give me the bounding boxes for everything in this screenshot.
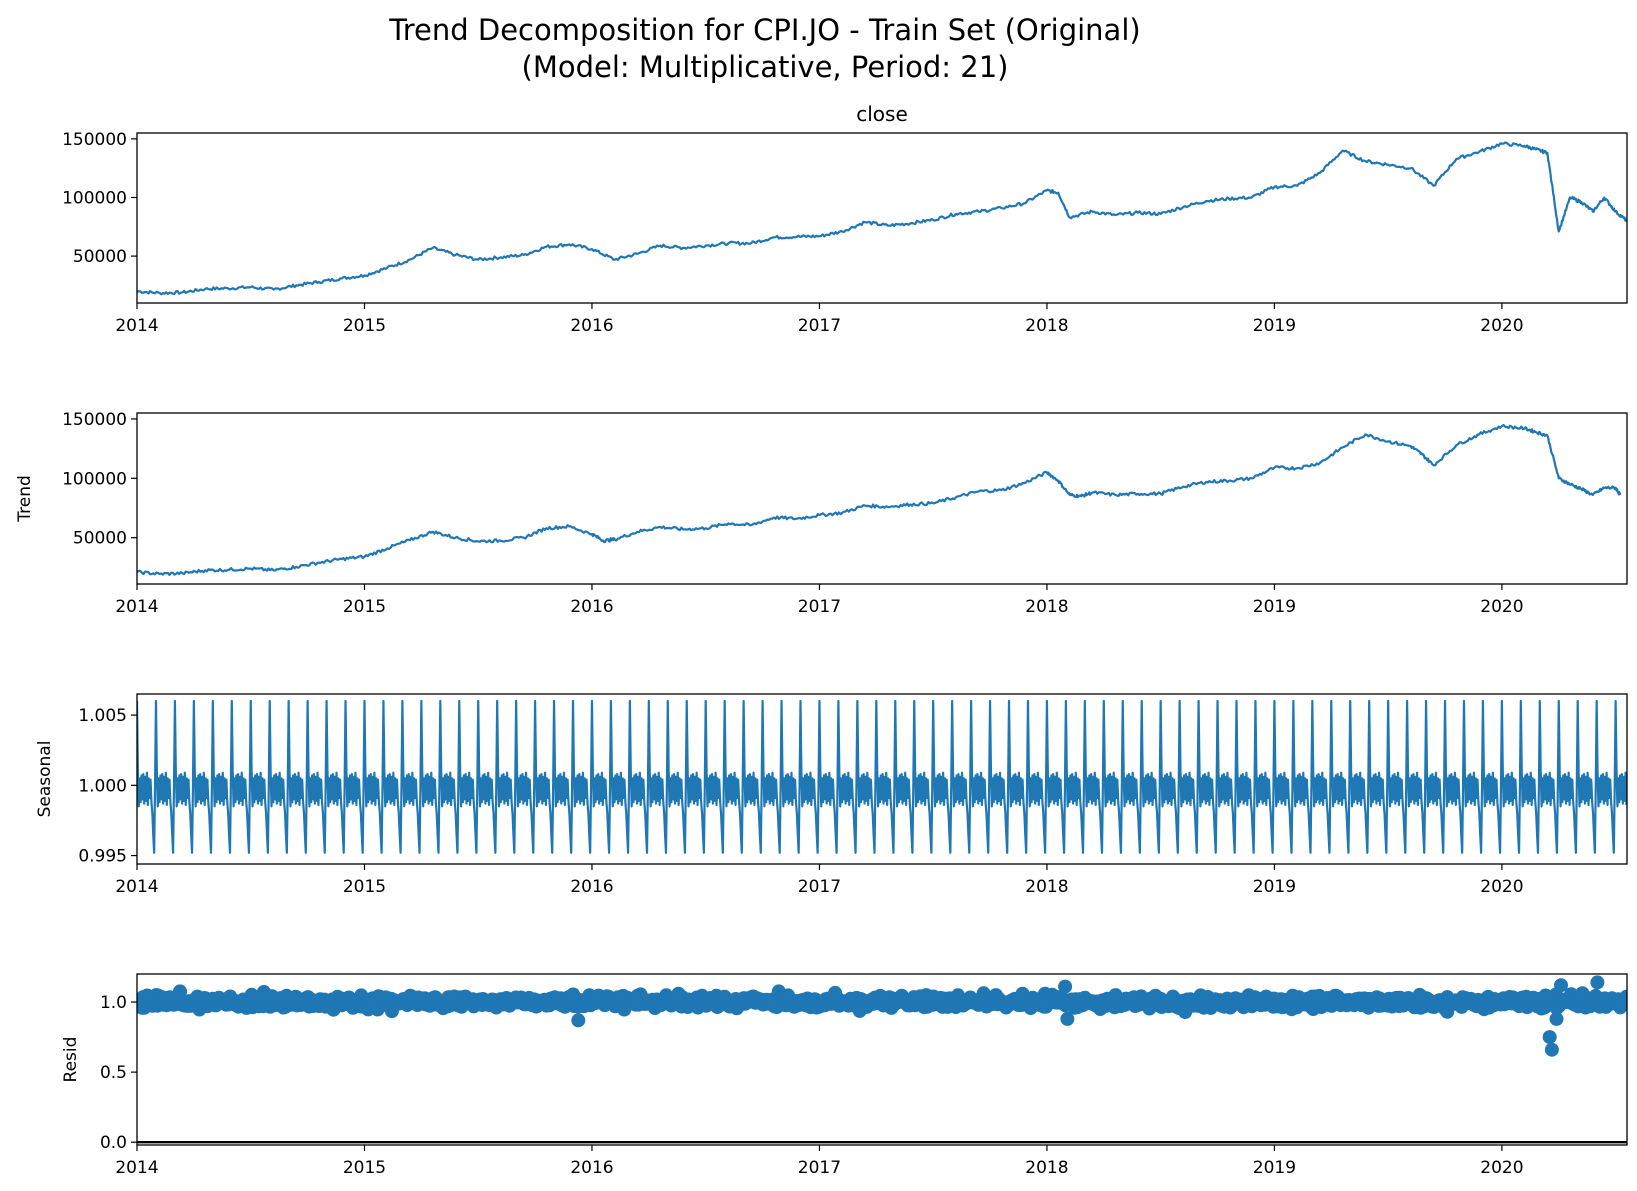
resid-panel-frame xyxy=(136,973,1628,1146)
close-panel-series-line xyxy=(137,141,1627,296)
resid-point xyxy=(1590,975,1605,990)
x-tick-label: 2015 xyxy=(343,877,386,897)
y-tick-label: 0.5 xyxy=(100,1063,127,1083)
seasonal-panel: 0.995 1.000 1.005 2014 2015 2016 2017 2018 2019 2… xyxy=(35,693,1628,897)
close-panel-frame xyxy=(136,132,1628,304)
figure-title-line1: Trend Decomposition for CPI.JO - Train S… xyxy=(388,13,1140,47)
x-tick-label: 2015 xyxy=(343,597,386,617)
panels: 50000 100000 150000 2014 2015 2016 2017 2018 201… xyxy=(15,102,1628,1178)
seasonal-series-line xyxy=(137,699,1627,854)
y-tick-label: 100000 xyxy=(62,469,127,489)
x-tick-label: 2017 xyxy=(798,316,841,336)
x-tick-label: 2019 xyxy=(1253,877,1296,897)
x-tick-label: 2014 xyxy=(115,877,158,897)
x-tick-label: 2020 xyxy=(1480,1158,1523,1178)
resid-panel-plot-area xyxy=(137,975,1627,1144)
resid-point xyxy=(1542,1030,1557,1045)
close-panel-title: close xyxy=(856,102,908,126)
resid-point xyxy=(1554,978,1568,993)
resid-point xyxy=(1058,979,1073,994)
close-panel-plot-area xyxy=(137,141,1627,296)
y-tick-label: 0.0 xyxy=(100,1133,127,1153)
y-tick-label: 150000 xyxy=(62,410,127,430)
x-tick-label: 2014 xyxy=(115,597,158,617)
y-tick-label: 50000 xyxy=(73,247,127,267)
trend-panel-series-line xyxy=(137,423,1622,576)
x-tick-label: 2018 xyxy=(1025,1158,1068,1178)
x-tick-label: 2016 xyxy=(570,316,613,336)
trend-panel-plot-area xyxy=(137,423,1622,576)
resid-point xyxy=(1619,989,1627,1004)
resid-point xyxy=(1549,1011,1564,1026)
y-tick-label: 0.995 xyxy=(78,847,127,867)
x-tick-label: 2015 xyxy=(343,316,386,336)
x-tick-label: 2017 xyxy=(798,1158,841,1178)
x-tick-label: 2020 xyxy=(1480,316,1523,336)
x-tick-label: 2014 xyxy=(115,316,158,336)
resid-points xyxy=(137,975,1627,1057)
x-tick-label: 2016 xyxy=(570,597,613,617)
y-tick-label: 150000 xyxy=(62,130,127,150)
resid-point xyxy=(571,1013,586,1028)
resid-point xyxy=(1440,1004,1455,1019)
trend-panel-frame xyxy=(136,412,1628,585)
x-tick-label: 2018 xyxy=(1025,597,1068,617)
close-panel: 50000 100000 150000 2014 2015 2016 2017 2018 201… xyxy=(62,102,1628,336)
seasonal-panel-frame xyxy=(136,693,1628,865)
figure-title-line2: (Model: Multiplicative, Period: 21) xyxy=(522,50,1009,84)
x-tick-label: 2019 xyxy=(1253,1158,1296,1178)
y-tick-label: 1.005 xyxy=(78,706,127,726)
x-tick-label: 2020 xyxy=(1480,597,1523,617)
resid-panel-ylabel: Resid xyxy=(61,1037,81,1083)
y-tick-label: 100000 xyxy=(62,188,127,208)
resid-panel: 0.0 0.5 1.0 2014 2015 2016 2017 2018 2019 2020 Res… xyxy=(61,973,1628,1178)
seasonal-panel-plot-area xyxy=(137,699,1627,854)
x-tick-label: 2018 xyxy=(1025,877,1068,897)
x-tick-label: 2014 xyxy=(115,1158,158,1178)
x-tick-label: 2019 xyxy=(1253,597,1296,617)
trend-panel: 50000 100000 150000 2014 2015 2016 2017 2018 201… xyxy=(15,410,1628,617)
x-tick-label: 2019 xyxy=(1253,316,1296,336)
x-tick-label: 2015 xyxy=(343,1158,386,1178)
x-tick-label: 2017 xyxy=(798,877,841,897)
x-tick-label: 2018 xyxy=(1025,316,1068,336)
y-tick-label: 1.0 xyxy=(100,993,127,1013)
x-tick-label: 2016 xyxy=(570,877,613,897)
x-tick-label: 2020 xyxy=(1480,877,1523,897)
x-tick-label: 2016 xyxy=(570,1158,613,1178)
y-tick-label: 50000 xyxy=(73,529,127,549)
trend-panel-ylabel: Trend xyxy=(15,475,35,523)
resid-point xyxy=(1544,1042,1559,1057)
resid-point xyxy=(1060,1011,1075,1026)
seasonal-panel-ylabel: Seasonal xyxy=(35,741,55,818)
y-tick-label: 1.000 xyxy=(78,776,127,796)
x-tick-label: 2017 xyxy=(798,597,841,617)
